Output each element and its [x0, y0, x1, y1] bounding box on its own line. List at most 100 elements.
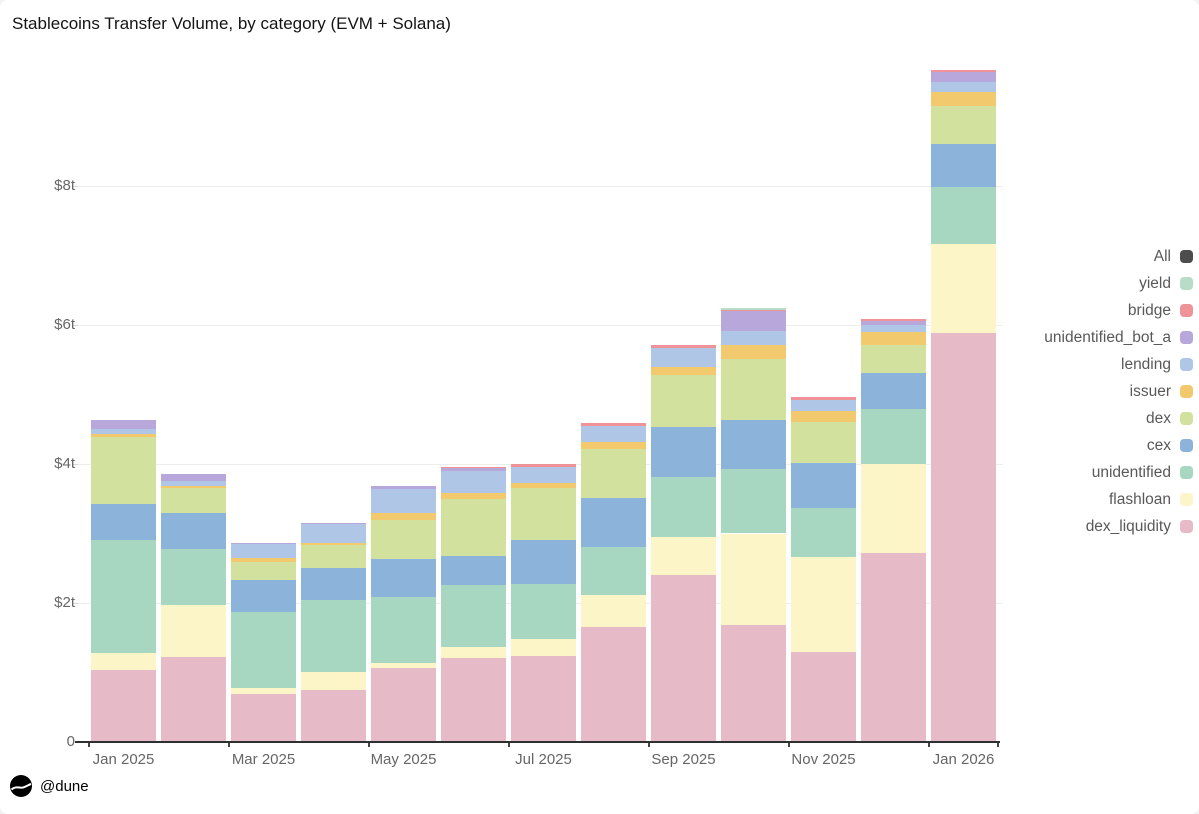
- bar-segment-yield-oct-2025[interactable]: [721, 308, 786, 310]
- bar-segment-cex-aug-2025[interactable]: [581, 498, 646, 548]
- bar-segment-dex-dec-2025[interactable]: [861, 345, 926, 373]
- bar-segment-dex-oct-2025[interactable]: [721, 359, 786, 421]
- bar-segment-unidentified-dec-2025[interactable]: [861, 409, 926, 464]
- bar-segment-flashloan-jan-2025[interactable]: [91, 653, 156, 670]
- legend-item-unidentified_bot_a[interactable]: unidentified_bot_a: [1044, 324, 1193, 351]
- bar-segment-unidentified_bot_a-may-2025[interactable]: [371, 486, 436, 489]
- legend-item-bridge[interactable]: bridge: [1044, 297, 1193, 324]
- bar-segment-dex-sep-2025[interactable]: [651, 375, 716, 428]
- bar-segment-unidentified_bot_a-jun-2025[interactable]: [441, 468, 506, 471]
- bar-segment-bridge-oct-2025[interactable]: [721, 309, 786, 312]
- bar-segment-lending-apr-2025[interactable]: [301, 524, 366, 544]
- bar-segment-issuer-jan-2026[interactable]: [931, 92, 996, 107]
- legend-item-all[interactable]: All: [1044, 243, 1193, 270]
- bar-segment-lending-nov-2025[interactable]: [791, 400, 856, 412]
- bar-segment-dex-jan-2026[interactable]: [931, 106, 996, 145]
- bar-segment-dex-may-2025[interactable]: [371, 520, 436, 559]
- bar-segment-issuer-may-2025[interactable]: [371, 513, 436, 521]
- bar-segment-bridge-nov-2025[interactable]: [791, 397, 856, 401]
- dune-handle[interactable]: @dune: [40, 777, 89, 795]
- legend-item-yield[interactable]: yield: [1044, 270, 1193, 297]
- bar-segment-issuer-jan-2025[interactable]: [91, 434, 156, 437]
- bar-segment-issuer-sep-2025[interactable]: [651, 366, 716, 376]
- legend-item-cex[interactable]: cex: [1044, 432, 1193, 459]
- bar-segment-cex-apr-2025[interactable]: [301, 568, 366, 600]
- bar-segment-flashloan-mar-2025[interactable]: [231, 687, 296, 695]
- bar-segment-unidentified-feb-2025[interactable]: [161, 548, 226, 606]
- bar-segment-issuer-mar-2025[interactable]: [231, 557, 296, 562]
- legend-item-lending[interactable]: lending: [1044, 351, 1193, 378]
- bar-segment-dex_liquidity-jan-2025[interactable]: [91, 669, 156, 742]
- bar-segment-cex-jan-2026[interactable]: [931, 144, 996, 188]
- bar-segment-flashloan-jun-2025[interactable]: [441, 646, 506, 658]
- bar-segment-cex-may-2025[interactable]: [371, 558, 436, 597]
- bar-segment-issuer-dec-2025[interactable]: [861, 331, 926, 346]
- bar-segment-dex-apr-2025[interactable]: [301, 545, 366, 569]
- bar-segment-flashloan-dec-2025[interactable]: [861, 464, 926, 553]
- legend-item-dex[interactable]: dex: [1044, 405, 1193, 432]
- bar-segment-dex-jan-2025[interactable]: [91, 436, 156, 504]
- bar-segment-dex_liquidity-feb-2025[interactable]: [161, 657, 226, 742]
- bar-segment-dex_liquidity-oct-2025[interactable]: [721, 625, 786, 742]
- bar-segment-dex_liquidity-jun-2025[interactable]: [441, 657, 506, 742]
- bar-segment-unidentified-may-2025[interactable]: [371, 596, 436, 664]
- bar-segment-lending-jan-2026[interactable]: [931, 82, 996, 93]
- bar-segment-unidentified-mar-2025[interactable]: [231, 612, 296, 688]
- bar-segment-bridge-sep-2025[interactable]: [651, 345, 716, 348]
- bar-segment-unidentified_bot_a-jan-2026[interactable]: [931, 72, 996, 83]
- bar-segment-dex-jun-2025[interactable]: [441, 499, 506, 556]
- bar-segment-dex_liquidity-jan-2026[interactable]: [931, 333, 996, 742]
- bar-segment-flashloan-may-2025[interactable]: [371, 663, 436, 669]
- bar-segment-cex-sep-2025[interactable]: [651, 427, 716, 478]
- bar-segment-cex-oct-2025[interactable]: [721, 420, 786, 469]
- bar-segment-lending-may-2025[interactable]: [371, 489, 436, 514]
- bar-segment-dex_liquidity-mar-2025[interactable]: [231, 694, 296, 742]
- bar-segment-bridge-jun-2025[interactable]: [441, 466, 506, 469]
- bar-segment-flashloan-nov-2025[interactable]: [791, 557, 856, 653]
- bar-segment-cex-jul-2025[interactable]: [511, 540, 576, 585]
- bar-segment-lending-aug-2025[interactable]: [581, 425, 646, 443]
- bar-segment-dex_liquidity-apr-2025[interactable]: [301, 689, 366, 742]
- legend-item-dex_liquidity[interactable]: dex_liquidity: [1044, 513, 1193, 540]
- bar-segment-unidentified_bot_a-dec-2025[interactable]: [861, 320, 926, 325]
- bar-segment-dex_liquidity-jul-2025[interactable]: [511, 655, 576, 742]
- bar-segment-unidentified-jan-2025[interactable]: [91, 539, 156, 654]
- bar-segment-lending-mar-2025[interactable]: [231, 543, 296, 558]
- bar-segment-flashloan-aug-2025[interactable]: [581, 595, 646, 628]
- bar-segment-cex-dec-2025[interactable]: [861, 372, 926, 410]
- bar-segment-issuer-apr-2025[interactable]: [301, 543, 366, 546]
- bar-segment-cex-mar-2025[interactable]: [231, 580, 296, 613]
- bar-segment-flashloan-oct-2025[interactable]: [721, 533, 786, 626]
- bar-segment-bridge-dec-2025[interactable]: [861, 318, 926, 321]
- bar-segment-unidentified-jul-2025[interactable]: [511, 584, 576, 640]
- bar-segment-unidentified_bot_a-feb-2025[interactable]: [161, 474, 226, 481]
- bar-segment-cex-jun-2025[interactable]: [441, 555, 506, 585]
- bar-segment-flashloan-jan-2026[interactable]: [931, 244, 996, 334]
- bar-segment-flashloan-apr-2025[interactable]: [301, 671, 366, 690]
- bar-segment-lending-jul-2025[interactable]: [511, 466, 576, 484]
- legend-item-issuer[interactable]: issuer: [1044, 378, 1193, 405]
- bar-segment-dex-mar-2025[interactable]: [231, 561, 296, 581]
- bar-segment-lending-oct-2025[interactable]: [721, 330, 786, 346]
- bar-segment-issuer-nov-2025[interactable]: [791, 411, 856, 423]
- bar-segment-unidentified-apr-2025[interactable]: [301, 599, 366, 672]
- bar-segment-flashloan-feb-2025[interactable]: [161, 605, 226, 658]
- bar-segment-lending-sep-2025[interactable]: [651, 347, 716, 367]
- bar-segment-lending-jun-2025[interactable]: [441, 470, 506, 494]
- bar-segment-issuer-jun-2025[interactable]: [441, 493, 506, 500]
- bar-segment-dex_liquidity-dec-2025[interactable]: [861, 552, 926, 742]
- bar-segment-lending-jan-2025[interactable]: [91, 428, 156, 435]
- bar-segment-unidentified-sep-2025[interactable]: [651, 477, 716, 537]
- bar-segment-flashloan-jul-2025[interactable]: [511, 639, 576, 656]
- bar-segment-dex_liquidity-nov-2025[interactable]: [791, 652, 856, 742]
- bar-segment-dex-feb-2025[interactable]: [161, 488, 226, 513]
- bar-segment-dex-jul-2025[interactable]: [511, 488, 576, 541]
- bar-segment-dex_liquidity-aug-2025[interactable]: [581, 627, 646, 742]
- bar-segment-unidentified_bot_a-mar-2025[interactable]: [231, 543, 296, 544]
- legend-item-unidentified[interactable]: unidentified: [1044, 459, 1193, 486]
- legend-item-flashloan[interactable]: flashloan: [1044, 486, 1193, 513]
- bar-segment-unidentified_bot_a-apr-2025[interactable]: [301, 523, 366, 525]
- bar-segment-flashloan-sep-2025[interactable]: [651, 536, 716, 576]
- bar-segment-lending-feb-2025[interactable]: [161, 480, 226, 486]
- bar-segment-dex_liquidity-may-2025[interactable]: [371, 668, 436, 742]
